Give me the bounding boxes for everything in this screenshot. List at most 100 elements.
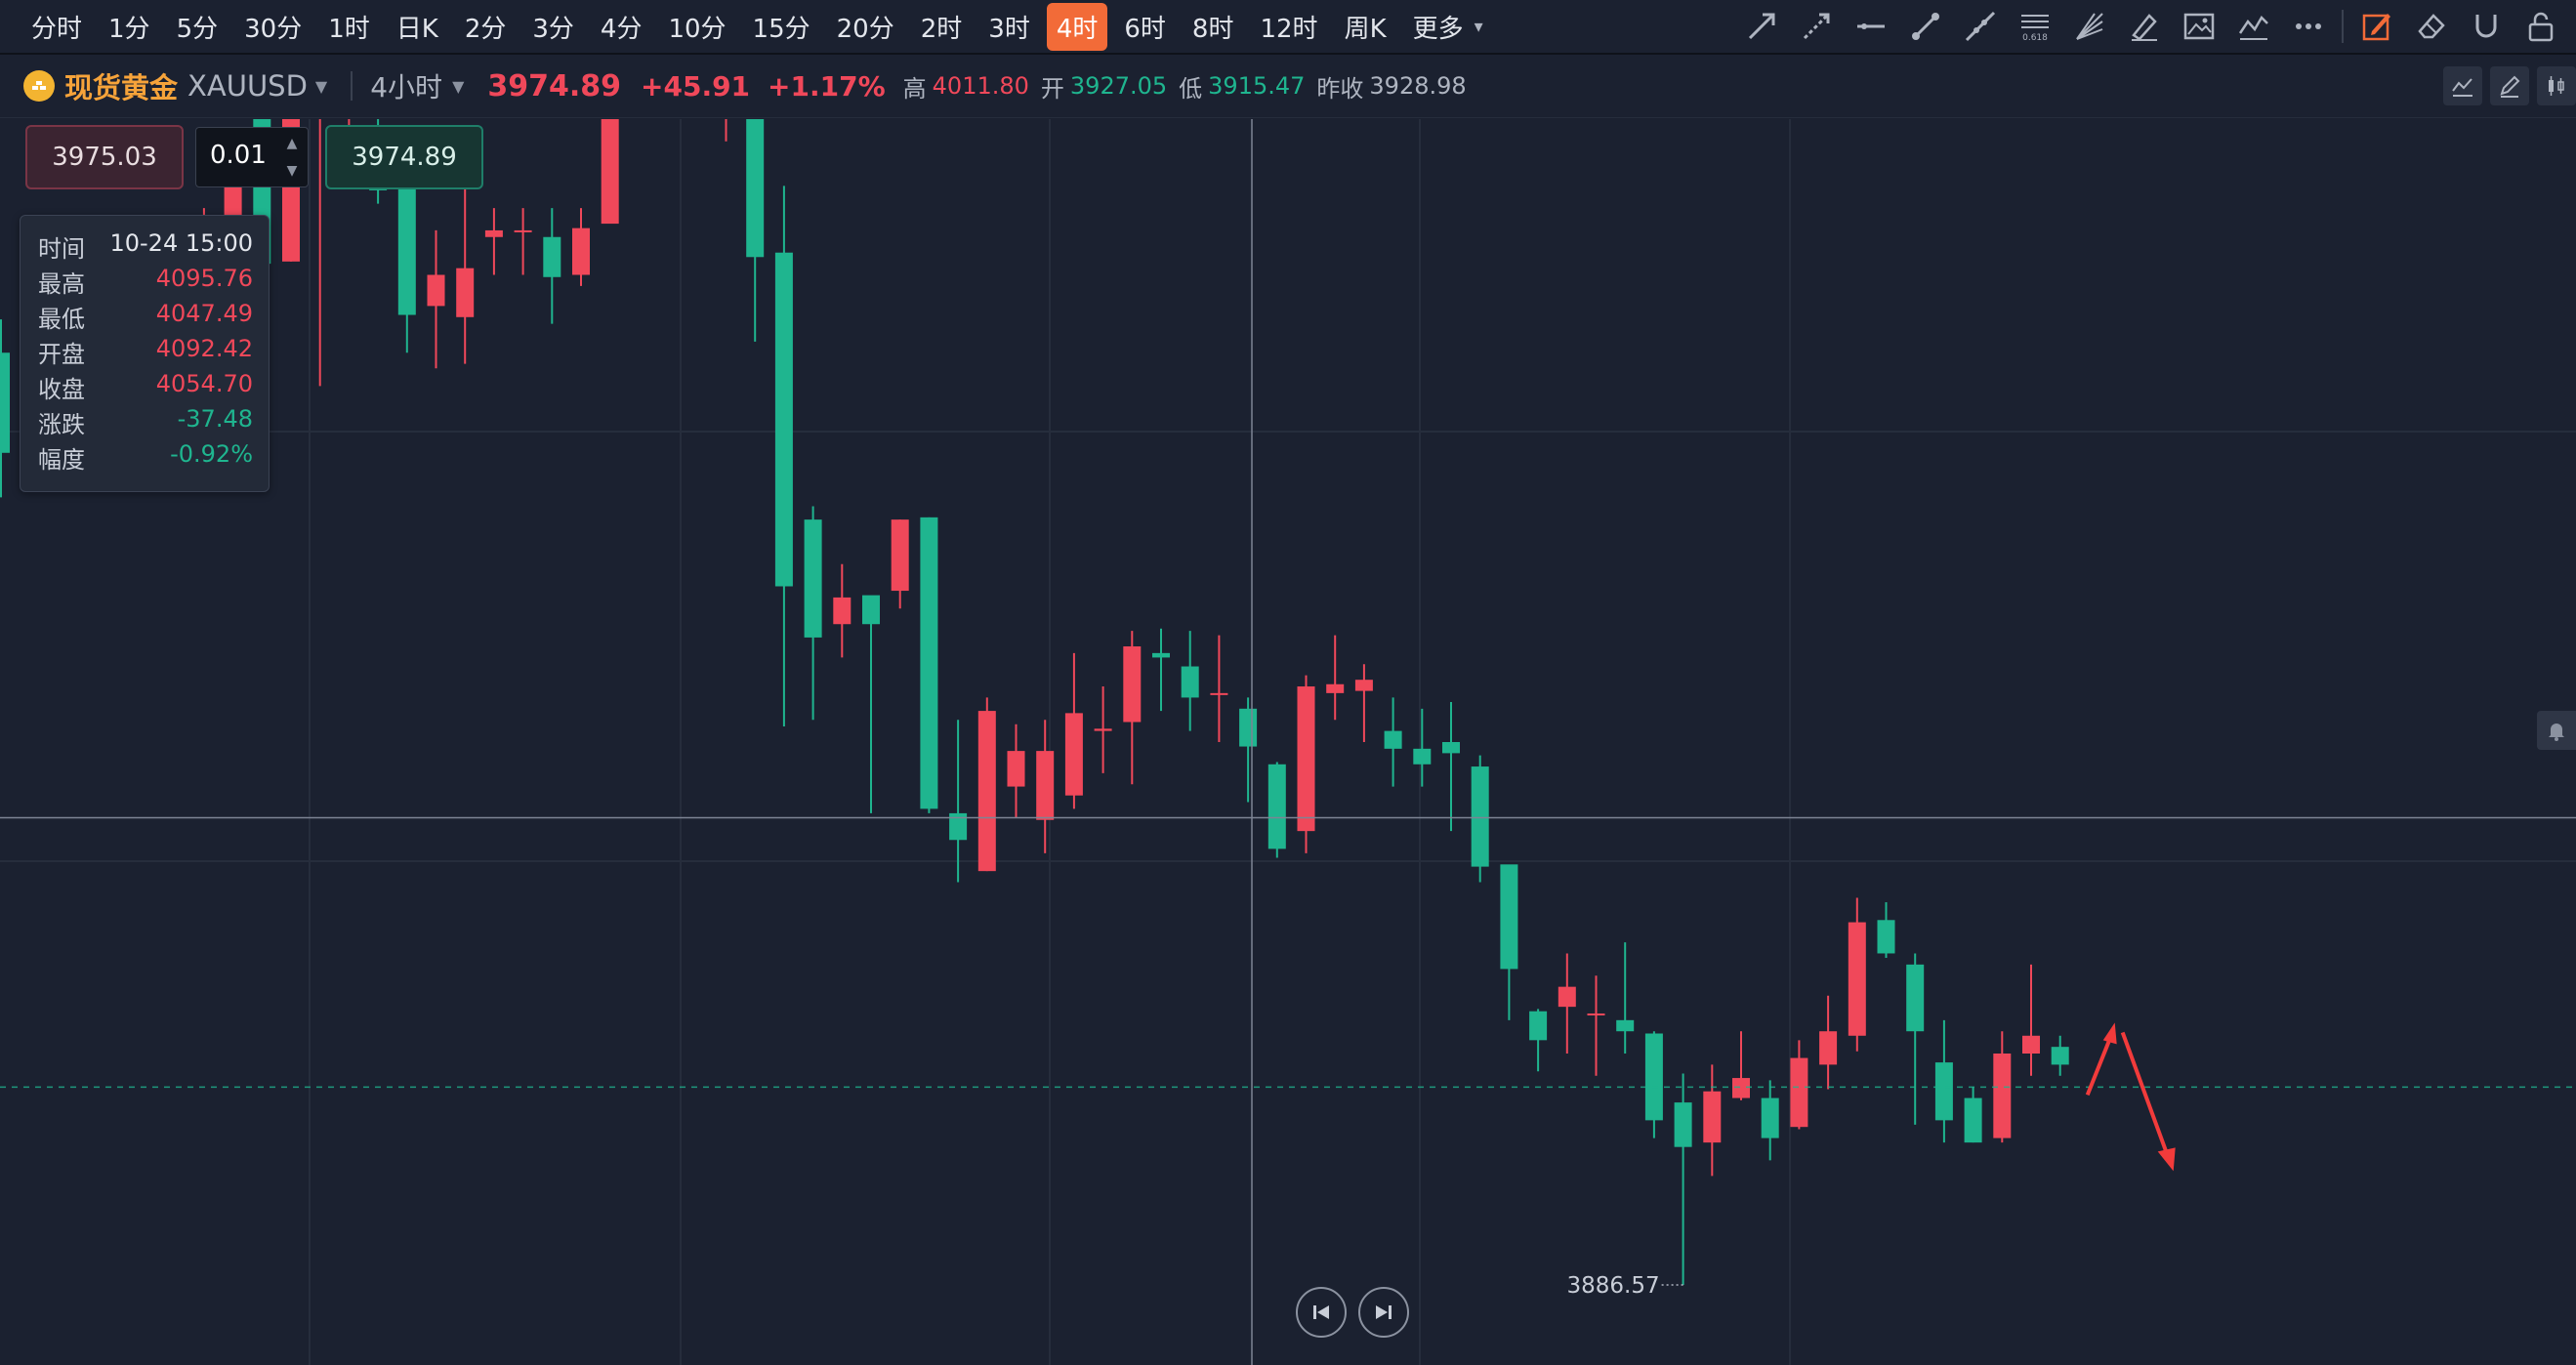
timeframe-12[interactable]: 2时 (920, 14, 963, 44)
timeframe-14[interactable]: 4时 (1046, 2, 1108, 51)
price-alert-bell-icon[interactable] (2537, 711, 2576, 750)
timeframe-8[interactable]: 4分 (600, 14, 643, 44)
price-change-pct: +1.17% (768, 69, 886, 103)
timeframe-2[interactable]: 5分 (176, 14, 219, 44)
projection-arrow-up (2085, 1035, 2113, 1096)
tooltip-key: 收盘 (38, 376, 85, 403)
candle-body (1471, 766, 1489, 867)
candle-body (1413, 748, 1432, 765)
pattern-icon[interactable] (2232, 5, 2275, 48)
candle-body (514, 229, 532, 232)
edit-icon[interactable] (2490, 66, 2529, 105)
timeframe-3[interactable]: 30分 (244, 14, 303, 44)
gold-coin-icon (23, 70, 55, 102)
timeframe-18[interactable]: 周K (1344, 14, 1387, 44)
tooltip-key: 时间 (38, 235, 85, 263)
timeframe-10[interactable]: 15分 (752, 14, 810, 44)
candle-body (2051, 1047, 2069, 1065)
candle-body (1007, 751, 1025, 787)
drawing-tools: 0.618 (1728, 0, 2562, 53)
brush-icon[interactable] (2123, 5, 2166, 48)
open-label: 开 (1040, 74, 1064, 103)
candle-body (1529, 1011, 1548, 1041)
candle-body (833, 597, 852, 625)
candle-body (977, 711, 996, 872)
tooltip-value: 4095.76 (155, 265, 253, 292)
timeframe-6[interactable]: 2分 (464, 14, 507, 44)
candle-body (2022, 1035, 2040, 1054)
candle-settings-icon[interactable] (2537, 66, 2576, 105)
playback-next-button[interactable] (1358, 1287, 1409, 1338)
candle-body (1239, 708, 1258, 747)
candle-body (1181, 666, 1199, 698)
lock-icon[interactable] (2519, 5, 2562, 48)
eraser-icon[interactable] (2410, 5, 2453, 48)
tooltip-key: 最高 (38, 270, 85, 298)
buy-price-button[interactable]: 3974.89 (325, 125, 483, 189)
candle-body (891, 519, 909, 592)
sell-price-button[interactable]: 3975.03 (25, 125, 184, 189)
tooltip-value: -37.48 (177, 405, 253, 433)
quantity-value[interactable]: 0.01 (210, 141, 267, 170)
candle-body (484, 229, 503, 237)
trend-line-icon[interactable] (1740, 5, 1783, 48)
timeframe-9[interactable]: 10分 (668, 14, 727, 44)
horizontal-line-icon[interactable] (1849, 5, 1892, 48)
tooltip-row: 最低 4047.49 (38, 300, 253, 335)
symbol-code[interactable]: XAUUSD (187, 69, 308, 103)
quantity-up-icon[interactable]: ▲ (286, 136, 298, 151)
symbol-name[interactable]: 现货黄金 (64, 71, 179, 104)
magnet-icon[interactable] (2465, 5, 2508, 48)
high-label: 高 (902, 74, 927, 103)
candle-body (1703, 1091, 1722, 1143)
tooltip-row: 涨跌 -37.48 (38, 405, 253, 440)
tooltip-key: 开盘 (38, 341, 85, 368)
tooltip-row: 幅度 -0.92% (38, 440, 253, 476)
candle-body (1790, 1057, 1808, 1128)
timeframe-4[interactable]: 1时 (328, 14, 370, 44)
timeframe-17[interactable]: 12时 (1260, 14, 1318, 44)
candle-body (1152, 652, 1170, 658)
timeframe-15[interactable]: 6时 (1124, 14, 1166, 44)
timeframe-11[interactable]: 20分 (836, 14, 894, 44)
image-icon[interactable] (2178, 5, 2221, 48)
ray-line-icon[interactable] (1795, 5, 1838, 48)
fibonacci-icon[interactable]: 0.618 (2014, 5, 2057, 48)
candle-body (1297, 686, 1315, 832)
tooltip-value: 4047.49 (155, 300, 253, 327)
quantity-stepper[interactable]: 0.01 ▲ ▼ (195, 127, 309, 187)
timeframe-0[interactable]: 分时 (31, 14, 83, 44)
playback-prev-button[interactable] (1296, 1287, 1347, 1338)
timeframe-5[interactable]: 日K (395, 14, 438, 44)
candle-body (1964, 1097, 1982, 1143)
extended-line-icon[interactable] (1959, 5, 2002, 48)
symbol-dropdown-icon[interactable]: ▼ (314, 76, 328, 96)
indicator-icon[interactable] (2443, 66, 2482, 105)
quantity-down-icon[interactable]: ▼ (286, 163, 298, 179)
candle-body (1500, 864, 1518, 970)
timeframe-16[interactable]: 8时 (1191, 14, 1234, 44)
projection-arrowhead-up (2102, 1022, 2117, 1045)
skip-forward-icon (1376, 1305, 1392, 1319)
candle-body (1123, 646, 1142, 723)
projection-arrowhead-down (2157, 1147, 2176, 1172)
more-icon[interactable] (2287, 5, 2330, 48)
draw-mode-icon[interactable] (2355, 5, 2398, 48)
skip-back-icon (1313, 1305, 1329, 1319)
candlestick-chart[interactable]: 4381.403886.57 (0, 119, 2576, 1365)
period-select[interactable]: 4小时 (370, 71, 443, 103)
high-value: 4011.80 (932, 72, 1029, 100)
candle-body (0, 352, 10, 453)
candle-body (1326, 683, 1345, 693)
candle-body (1674, 1102, 1692, 1147)
prev-close-label: 昨收 (1316, 74, 1364, 103)
timeframe-19[interactable]: 更多 (1412, 14, 1464, 44)
segment-icon[interactable] (1904, 5, 1947, 48)
more-dropdown-icon[interactable]: ▾ (1474, 16, 1483, 37)
timeframe-1[interactable]: 1分 (108, 14, 150, 44)
fan-icon[interactable] (2068, 5, 2111, 48)
candle-body (804, 519, 822, 638)
period-dropdown-icon[interactable]: ▼ (452, 76, 465, 96)
timeframe-13[interactable]: 3时 (988, 14, 1030, 44)
timeframe-7[interactable]: 3分 (532, 14, 574, 44)
